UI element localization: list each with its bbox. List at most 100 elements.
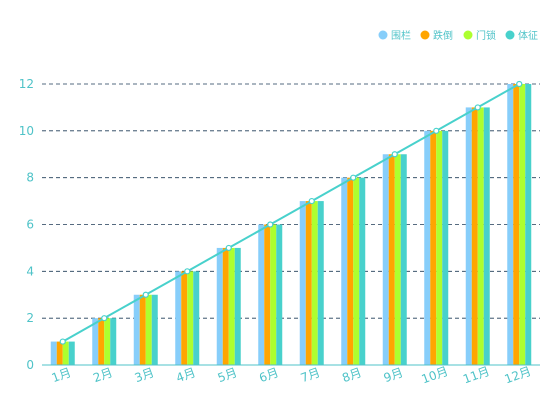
bar[interactable] <box>222 247 229 365</box>
bar[interactable] <box>347 177 354 365</box>
bar[interactable] <box>317 201 324 365</box>
bar[interactable] <box>299 201 306 365</box>
y-tick-label: 12 <box>19 77 34 91</box>
y-tick-label: 8 <box>26 171 34 185</box>
bar[interactable] <box>68 341 75 365</box>
bar[interactable] <box>436 130 443 365</box>
y-tick-label: 2 <box>26 311 34 325</box>
line-point[interactable] <box>225 244 232 252</box>
bar[interactable] <box>151 294 158 365</box>
line-point[interactable] <box>59 338 66 345</box>
legend-swatch <box>505 30 515 40</box>
bar[interactable] <box>98 318 105 365</box>
y-axis-ticks: 0 2 4 6 8 10 12 <box>19 77 34 372</box>
bar[interactable] <box>442 130 449 365</box>
bar[interactable] <box>471 107 478 366</box>
bar[interactable] <box>276 224 283 366</box>
line-point[interactable] <box>433 127 440 134</box>
x-axis-ticks: 1月 2月 3月 4月 5月 6月 7月 8月 9月 10月 11月 12月 <box>50 364 533 386</box>
x-tick-label: 10月 <box>420 364 450 386</box>
x-tick-label: 2月 <box>91 365 114 385</box>
bar[interactable] <box>424 130 431 365</box>
bar[interactable] <box>62 341 69 365</box>
y-tick-label: 6 <box>26 218 34 232</box>
bar[interactable] <box>145 294 152 365</box>
x-tick-label: 4月 <box>174 365 197 385</box>
bar[interactable] <box>341 177 348 365</box>
x-tick-label: 11月 <box>461 364 491 386</box>
bar[interactable] <box>193 271 200 365</box>
bar[interactable] <box>175 271 182 365</box>
bar[interactable] <box>110 318 117 365</box>
bar[interactable] <box>187 271 194 365</box>
bar[interactable] <box>311 201 318 365</box>
bar[interactable] <box>258 224 265 366</box>
legend-item[interactable]: 跌倒 <box>420 29 454 42</box>
legend-label: 围栏 <box>391 29 411 42</box>
line-point[interactable] <box>267 221 274 228</box>
bar[interactable] <box>513 84 520 365</box>
legend-item[interactable]: 门锁 <box>463 29 497 42</box>
bar[interactable] <box>483 107 490 366</box>
line-point[interactable] <box>516 80 523 88</box>
legend-swatch <box>378 30 388 40</box>
line-point[interactable] <box>142 291 149 298</box>
bar[interactable] <box>388 154 395 365</box>
bar[interactable] <box>92 318 99 365</box>
bar[interactable] <box>234 247 241 365</box>
legend-label: 体征 <box>518 30 538 42</box>
y-tick-label: 0 <box>26 358 34 372</box>
bar[interactable] <box>305 201 312 365</box>
x-tick-label: 8月 <box>340 365 363 385</box>
line-point[interactable] <box>101 315 108 322</box>
legend-swatch <box>420 30 430 40</box>
line-point[interactable] <box>184 268 191 275</box>
x-tick-label: 3月 <box>133 365 156 385</box>
bar[interactable] <box>430 130 437 365</box>
x-tick-label: 6月 <box>257 365 280 385</box>
bar[interactable] <box>359 177 366 365</box>
bar[interactable] <box>382 154 389 365</box>
bar[interactable] <box>133 294 140 365</box>
legend-label: 跌倒 <box>433 29 453 42</box>
bar[interactable] <box>264 224 271 366</box>
bars <box>50 84 532 366</box>
legend-label: 门锁 <box>476 29 496 42</box>
legend-swatch <box>463 30 473 40</box>
bar[interactable] <box>104 318 111 365</box>
bar[interactable] <box>228 247 235 365</box>
x-tick-label: 7月 <box>299 365 322 385</box>
bar[interactable] <box>525 84 532 365</box>
trend-line <box>59 80 523 345</box>
legend-item[interactable]: 围栏 <box>378 29 412 42</box>
x-tick-label: 5月 <box>216 365 239 385</box>
bar[interactable] <box>465 107 472 366</box>
bar[interactable] <box>181 271 188 365</box>
x-tick-label: 1月 <box>50 365 73 385</box>
line-point[interactable] <box>474 104 481 111</box>
line-point[interactable] <box>350 174 357 181</box>
bar[interactable] <box>139 294 146 365</box>
x-tick-label: 9月 <box>382 365 405 385</box>
bar[interactable] <box>56 341 63 365</box>
bar[interactable] <box>270 224 277 366</box>
bar[interactable] <box>507 84 514 365</box>
bar[interactable] <box>477 107 484 366</box>
legend[interactable]: 围栏 跌倒 门锁 体征 <box>378 29 539 42</box>
trend-line-path <box>62 83 520 343</box>
grid-lines <box>42 83 540 319</box>
x-tick-label: 12月 <box>503 364 533 386</box>
line-point[interactable] <box>308 197 315 205</box>
line-point[interactable] <box>391 151 398 158</box>
bar[interactable] <box>400 154 407 365</box>
legend-item[interactable]: 体征 <box>505 30 539 42</box>
y-tick-label: 10 <box>19 124 34 138</box>
bar[interactable] <box>394 154 401 365</box>
bar[interactable] <box>216 247 223 365</box>
bar[interactable] <box>353 177 360 365</box>
y-tick-label: 4 <box>26 264 34 278</box>
bar[interactable] <box>519 84 526 365</box>
bar[interactable] <box>50 341 57 365</box>
